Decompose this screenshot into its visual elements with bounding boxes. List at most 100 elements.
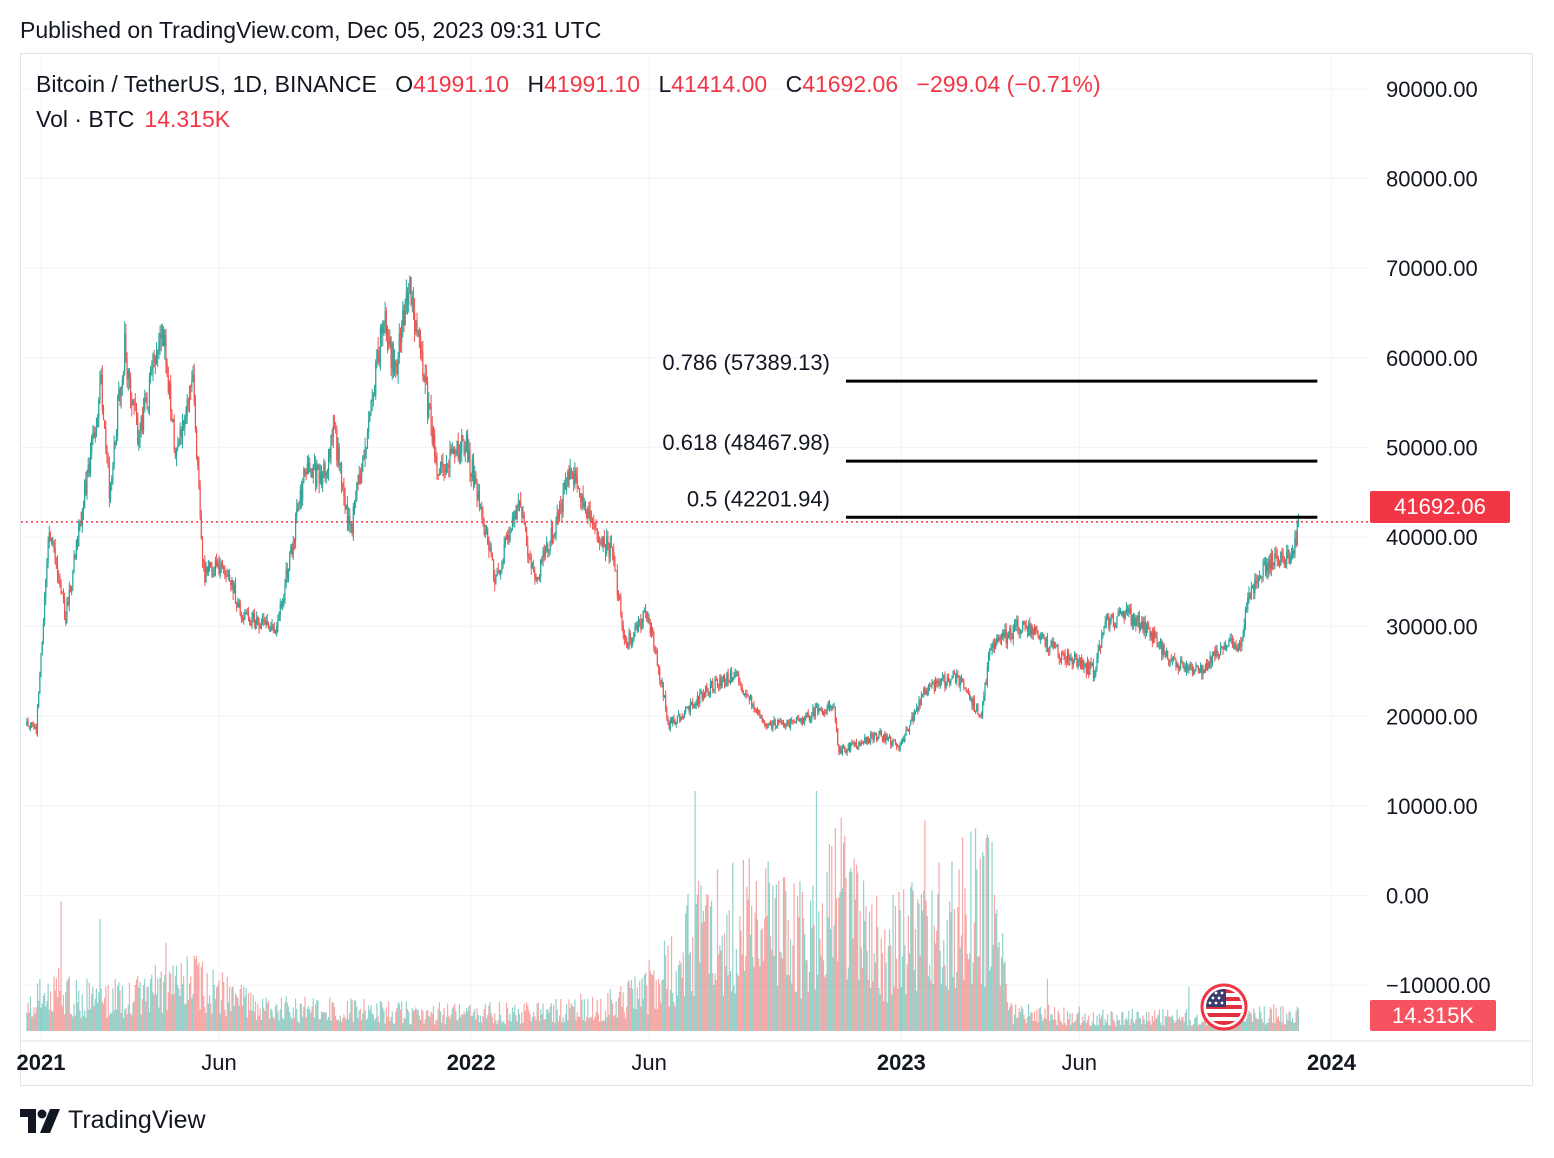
- candle-body: [327, 448, 330, 471]
- volume-bar: [1070, 1024, 1072, 1031]
- volume-bar: [134, 985, 136, 1031]
- candle-body: [1057, 644, 1059, 655]
- candle-body: [336, 430, 338, 461]
- volume-bar: [689, 952, 691, 1031]
- volume-bar: [992, 944, 994, 1031]
- candle-body: [794, 722, 796, 724]
- candle-body: [1177, 663, 1179, 670]
- volume-bar: [739, 916, 741, 1031]
- candle-body: [1097, 650, 1099, 659]
- candle-body: [1033, 629, 1036, 632]
- volume-bar: [727, 975, 729, 1031]
- volume-bar: [270, 1008, 272, 1031]
- candle-body: [956, 674, 958, 682]
- candle-body: [809, 719, 812, 721]
- candle-body: [662, 682, 664, 697]
- volume-bar: [924, 820, 926, 1031]
- chart-frame[interactable]: [20, 53, 1533, 1086]
- volume-bar: [624, 1018, 627, 1031]
- volume-bar: [784, 877, 786, 1031]
- volume-bar: [237, 997, 239, 1031]
- volume-bar: [600, 998, 602, 1031]
- candle-body: [1123, 610, 1125, 619]
- volume-bar: [719, 945, 721, 1031]
- volume-bar: [649, 971, 651, 1031]
- volume-bar: [551, 1021, 554, 1031]
- candle-body: [1172, 657, 1175, 659]
- volume-bar: [451, 1008, 453, 1031]
- candle-body: [832, 706, 834, 709]
- candle-body: [444, 470, 446, 473]
- candle-body: [762, 722, 765, 724]
- volume-bar: [949, 901, 951, 1031]
- volume-bar: [859, 910, 861, 1031]
- candle-body: [299, 489, 301, 504]
- candle-body: [99, 382, 101, 400]
- candle-body: [307, 462, 310, 464]
- volume-bar: [450, 1014, 452, 1031]
- candle-body: [821, 708, 823, 715]
- candle-body: [693, 706, 695, 708]
- volume-bar: [1282, 1005, 1284, 1031]
- tradingview-brand[interactable]: TradingView: [20, 1106, 206, 1135]
- candle-body: [333, 426, 336, 429]
- x-tick-label: 2024: [1307, 1050, 1357, 1075]
- candle-body: [102, 410, 105, 420]
- volume-label[interactable]: Vol · BTC: [36, 106, 135, 132]
- volume-bar: [297, 1021, 299, 1031]
- volume-bar: [379, 1000, 382, 1031]
- volume-bar: [897, 988, 899, 1031]
- volume-bar: [851, 871, 853, 1031]
- candle-body: [963, 681, 965, 688]
- volume-bar: [339, 1015, 341, 1031]
- low-value: 41414.00: [671, 71, 768, 97]
- volume-bar: [422, 1010, 424, 1031]
- candle-body: [960, 677, 963, 680]
- candle-body: [370, 401, 372, 414]
- volume-bar: [569, 1007, 571, 1031]
- candle-body: [1112, 617, 1115, 628]
- volume-bar: [58, 967, 60, 1031]
- candle-body: [570, 467, 572, 472]
- candle-body: [256, 617, 258, 625]
- candle-body: [713, 689, 715, 691]
- candle-body: [1290, 555, 1292, 559]
- candle-body: [132, 401, 134, 406]
- candle-body: [1266, 563, 1268, 573]
- candle-body: [758, 710, 760, 714]
- candle-body: [604, 545, 607, 554]
- candle-body: [62, 592, 65, 600]
- volume-bar: [151, 974, 153, 1031]
- x-tick-label: Jun: [631, 1050, 666, 1075]
- volume-bar: [941, 967, 944, 1031]
- candle-body: [881, 736, 884, 740]
- volume-bar: [43, 992, 46, 1031]
- us-flag-icon[interactable]: [1200, 983, 1248, 1031]
- volume-bar: [639, 980, 641, 1031]
- volume-bar: [786, 975, 788, 1031]
- candle-body: [311, 471, 313, 478]
- volume-bar: [617, 997, 620, 1031]
- candle-body: [999, 638, 1001, 640]
- volume-bar: [1191, 1025, 1194, 1031]
- volume-bar: [431, 1013, 433, 1031]
- volume-bar: [127, 1005, 129, 1031]
- candle-body: [528, 556, 530, 558]
- candle-body: [430, 406, 432, 428]
- candle-body: [852, 742, 854, 744]
- candle-body: [536, 577, 538, 582]
- symbol-name[interactable]: Bitcoin / TetherUS, 1D, BINANCE: [36, 71, 377, 97]
- candle-body: [258, 622, 260, 629]
- volume-bar: [92, 986, 94, 1031]
- volume-bar: [599, 1021, 601, 1031]
- candle-body: [639, 618, 641, 621]
- volume-bar: [830, 929, 832, 1031]
- volume-bar: [406, 1008, 409, 1031]
- candle-body: [751, 696, 753, 707]
- volume-bar: [775, 884, 778, 1031]
- candle-body: [1013, 625, 1016, 627]
- volume-bar: [197, 965, 199, 1031]
- candle-body: [1181, 660, 1183, 662]
- volume-bar: [950, 911, 952, 1031]
